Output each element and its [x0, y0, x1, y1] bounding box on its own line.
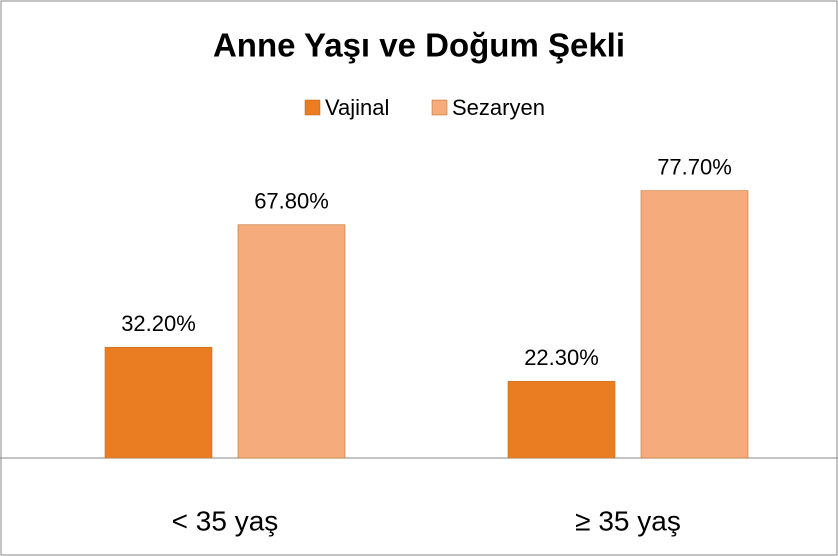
legend-label: Sezaryen [452, 95, 545, 120]
bar [237, 224, 346, 459]
bar [104, 346, 213, 459]
bar [507, 380, 616, 459]
legend-swatch [431, 99, 448, 116]
legend-label: Vajinal [325, 95, 389, 120]
value-label: 67.80% [254, 189, 329, 214]
value-label: 77.70% [657, 155, 732, 180]
bar [640, 190, 749, 459]
x-tick-label: < 35 yaş [172, 505, 279, 536]
value-label: 32.20% [121, 311, 196, 336]
x-tick-label: ≥ 35 yaş [575, 505, 681, 536]
legend-swatch [304, 99, 321, 116]
chart-title: Anne Yaşı ve Doğum Şekli [213, 27, 625, 64]
value-label: 22.30% [524, 345, 599, 370]
